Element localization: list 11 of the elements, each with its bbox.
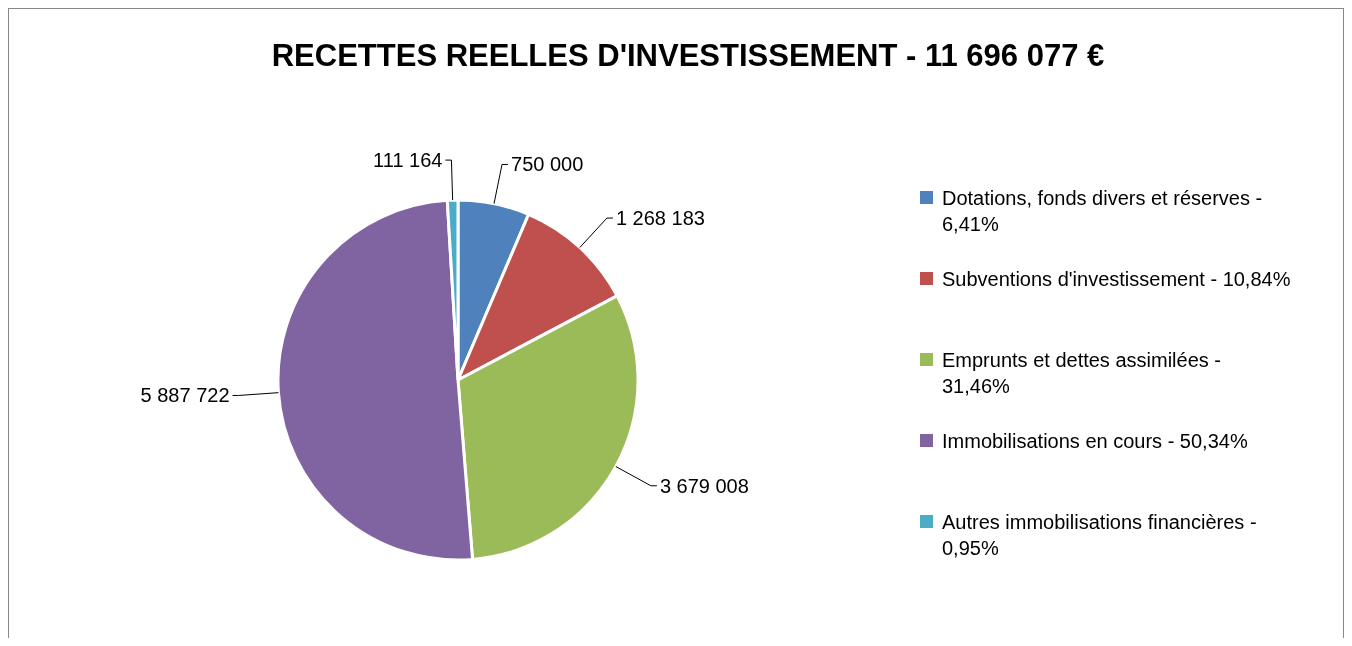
legend-label: Immobilisations en cours - 50,34% bbox=[942, 430, 1248, 452]
legend-label: Autres immobilisations financières - 0,95% bbox=[942, 511, 1257, 559]
data-label: 1 268 183 bbox=[615, 207, 705, 230]
legend-label: Emprunts et dettes assimilées - 31,46% bbox=[942, 349, 1221, 397]
data-label: 5 887 722 bbox=[140, 384, 230, 407]
legend-label: Subventions d'investissement - 10,84% bbox=[942, 268, 1291, 290]
legend-label: Dotations, fonds divers et réserves - 6,41% bbox=[942, 187, 1263, 235]
data-label: 3 679 008 bbox=[659, 474, 749, 497]
chart-title: RECETTES REELLES D'INVESTISSEMENT - 11 696 077 € bbox=[271, 38, 1105, 73]
data-label: 750 000 bbox=[511, 153, 584, 176]
data-label: 111 164 bbox=[373, 149, 443, 172]
